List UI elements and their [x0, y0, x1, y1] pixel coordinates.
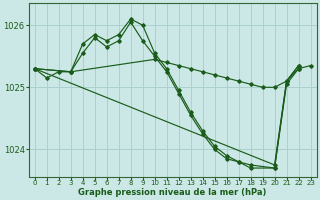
X-axis label: Graphe pression niveau de la mer (hPa): Graphe pression niveau de la mer (hPa): [78, 188, 267, 197]
